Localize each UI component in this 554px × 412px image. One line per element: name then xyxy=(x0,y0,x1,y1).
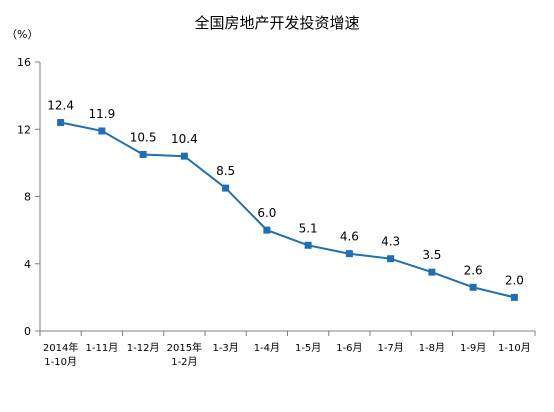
x-ticks: 2014年 1-10月 1-11月 1-12月 2015年 1-2月 1-3月 1-4月 1-5… xyxy=(39,331,536,368)
data-label: 11.9 xyxy=(89,107,116,121)
data-label: 10.5 xyxy=(130,130,157,144)
x-tick-label: 1-4月 xyxy=(254,342,280,354)
x-tick-label: 1-7月 xyxy=(377,342,403,354)
x-tick-label: 1-9月 xyxy=(460,342,486,354)
y-ticks: 0 4 8 12 16 xyxy=(17,56,40,338)
data-label: 6.0 xyxy=(257,206,276,220)
y-tick-label: 4 xyxy=(24,258,31,271)
y-tick-label: 16 xyxy=(17,56,31,69)
data-label: 2.0 xyxy=(505,273,524,287)
series-investment-growth xyxy=(57,119,518,301)
x-tick-label: 2014年 1-10月 xyxy=(43,341,78,368)
data-label: 5.1 xyxy=(299,221,318,235)
x-tick-label: 1-10月 xyxy=(498,342,531,354)
x-tick-label: 1-12月 xyxy=(127,342,160,354)
data-label: 8.5 xyxy=(216,164,235,178)
x-tick-label: 1-6月 xyxy=(336,342,362,354)
data-point xyxy=(387,255,395,263)
data-point xyxy=(345,250,353,258)
data-point xyxy=(57,119,65,127)
x-tick-label: 2015年 1-2月 xyxy=(167,341,202,368)
data-point xyxy=(139,150,147,158)
data-label: 4.6 xyxy=(340,230,359,244)
data-labels: 12.4 11.9 10.5 10.4 8.5 6.0 5.1 4.6 4.3 3.5 2.6 2.0 xyxy=(47,99,524,288)
y-tick-label: 12 xyxy=(17,123,31,136)
x-tick-label: 1-5月 xyxy=(295,342,321,354)
data-point xyxy=(428,268,436,276)
y-tick-label: 0 xyxy=(24,325,31,338)
chart-title: 全国房地产开发投资增速 xyxy=(194,14,359,32)
x-tick-label: 1-3月 xyxy=(212,342,238,354)
data-point xyxy=(469,283,477,291)
data-label: 3.5 xyxy=(422,248,441,262)
data-label: 10.4 xyxy=(171,132,198,146)
data-point xyxy=(180,152,188,160)
data-point xyxy=(304,241,312,249)
data-label: 12.4 xyxy=(47,99,74,113)
data-point xyxy=(222,184,230,192)
data-point xyxy=(98,127,106,135)
y-tick-label: 8 xyxy=(24,191,31,204)
data-point xyxy=(510,293,518,301)
data-label: 2.6 xyxy=(464,263,483,277)
unit-label: （%） xyxy=(6,28,38,41)
x-tick-label: 1-8月 xyxy=(419,342,445,354)
data-label: 4.3 xyxy=(381,235,400,249)
x-tick-label: 1-11月 xyxy=(86,342,119,354)
series-line xyxy=(60,121,515,299)
data-point xyxy=(263,226,271,234)
